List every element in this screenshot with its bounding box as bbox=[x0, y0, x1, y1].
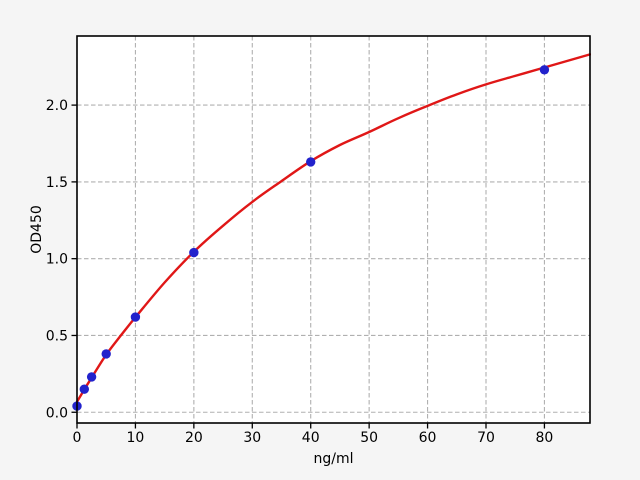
data-point bbox=[79, 384, 90, 394]
y-tick-label: 1.5 bbox=[46, 175, 68, 191]
data-point bbox=[539, 65, 550, 75]
x-tick-label: 0 bbox=[73, 430, 82, 446]
y-tick-label: 0.0 bbox=[46, 405, 68, 421]
y-tick-label: 1.0 bbox=[46, 252, 68, 268]
y-tick-label: 2.0 bbox=[46, 98, 68, 114]
data-point bbox=[86, 372, 97, 382]
grid-lines bbox=[76, 36, 590, 423]
data-point bbox=[101, 349, 111, 359]
axes-spines bbox=[76, 35, 591, 424]
data-point bbox=[189, 247, 199, 258]
series-layer bbox=[76, 53, 591, 403]
x-tick-label: 10 bbox=[127, 430, 145, 446]
x-tick-label: 70 bbox=[477, 430, 495, 446]
x-tick-label: 20 bbox=[185, 430, 203, 446]
x-tick-label: 30 bbox=[243, 430, 261, 446]
x-tick-label: 60 bbox=[419, 430, 437, 446]
data-point bbox=[130, 312, 141, 322]
fit-curve bbox=[76, 53, 591, 403]
x-tick-label: 80 bbox=[536, 430, 554, 446]
x-tick-label: 50 bbox=[360, 430, 378, 446]
x-tick-label: 40 bbox=[302, 430, 320, 446]
y-tick-label: 0.5 bbox=[46, 328, 68, 344]
tick-labels: 0 10 20 30 40 50 60 70 80 0.0 0.5 1.0 1.5 2.0 bbox=[46, 98, 554, 446]
tick-marks bbox=[71, 104, 546, 429]
data-point bbox=[306, 157, 316, 167]
y-axis-label: OD450 bbox=[29, 205, 45, 254]
plot-area bbox=[77, 36, 590, 423]
x-axis-label: ng/ml bbox=[313, 451, 353, 467]
